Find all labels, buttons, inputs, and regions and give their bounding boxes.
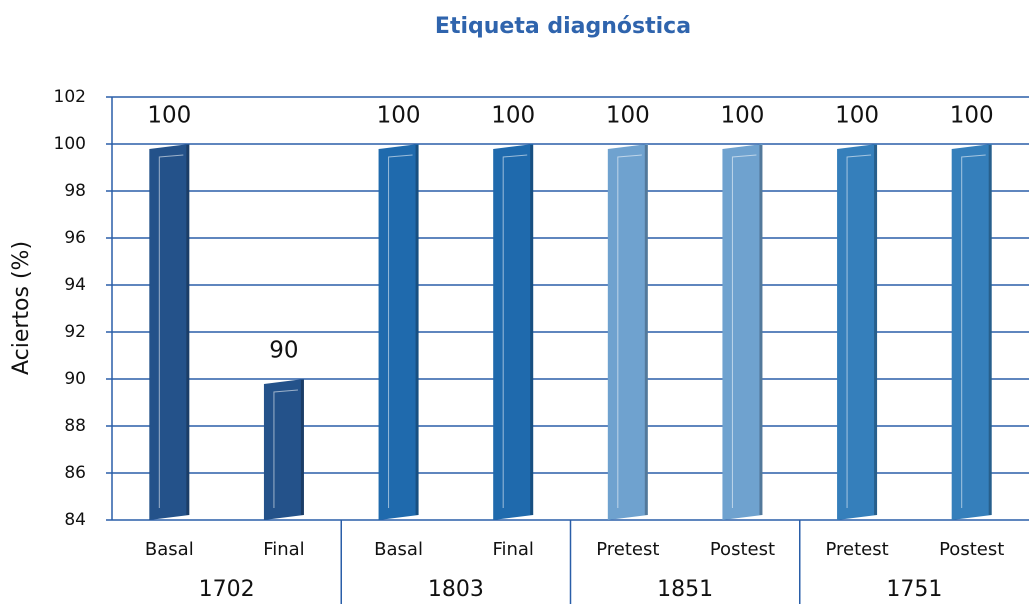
data-label: 100 (147, 103, 191, 129)
x-tick-label: Pretest (596, 539, 659, 560)
bar (722, 144, 763, 520)
y-tick-label: 94 (64, 275, 86, 295)
bar (493, 144, 534, 520)
bar (837, 144, 878, 520)
y-axis-label: Aciertos (%) (9, 241, 34, 375)
y-tick-label: 90 (64, 369, 86, 389)
data-label: 100 (950, 103, 994, 129)
bar-highlight (388, 154, 413, 508)
bar (951, 144, 992, 520)
x-tick-label: Pretest (825, 539, 888, 560)
bar (378, 144, 419, 520)
data-label: 90 (269, 338, 298, 364)
chart-title: Etiqueta diagnóstica (435, 14, 691, 39)
bar-highlight (158, 154, 184, 508)
data-label: 100 (491, 103, 535, 129)
y-tick-label: 98 (64, 181, 86, 201)
group-label: 1702 (199, 577, 255, 602)
data-label: 100 (720, 103, 764, 129)
y-tick-label: 102 (54, 87, 86, 107)
x-tick-label: Basal (374, 539, 423, 560)
data-label: 100 (377, 103, 421, 129)
bar (149, 144, 190, 520)
x-tick-label: Basal (145, 539, 194, 560)
y-tick-label: 100 (54, 134, 86, 154)
bar (607, 144, 648, 520)
x-tick-label: Postest (939, 539, 1004, 560)
group-label: 1803 (428, 577, 484, 602)
x-tick-label: Final (263, 539, 304, 560)
bar-highlight (731, 154, 757, 508)
bar (263, 379, 304, 520)
y-tick-label: 88 (64, 416, 86, 436)
bar-group (837, 144, 878, 520)
bar-highlight (502, 154, 528, 508)
y-tick-label: 86 (64, 463, 86, 483)
x-tick-label: Postest (710, 539, 775, 560)
bar-group (722, 144, 763, 520)
bar-group (378, 144, 419, 520)
group-label: 1851 (657, 577, 713, 602)
bar-highlight (846, 154, 872, 508)
bar-group (493, 144, 534, 520)
bar-highlight (617, 154, 642, 508)
data-label: 100 (606, 103, 650, 129)
data-label: 100 (835, 103, 879, 129)
group-label: 1751 (886, 577, 942, 602)
bar-highlight (273, 389, 298, 508)
y-tick-label: 84 (64, 510, 86, 530)
y-tick-label: 96 (64, 228, 86, 248)
bar-group (263, 379, 304, 520)
x-tick-label: Final (492, 539, 533, 560)
bar-highlight (961, 154, 986, 508)
bar-group (951, 144, 992, 520)
bar-group (149, 144, 190, 520)
y-tick-label: 92 (64, 322, 86, 342)
bar-group (607, 144, 648, 520)
